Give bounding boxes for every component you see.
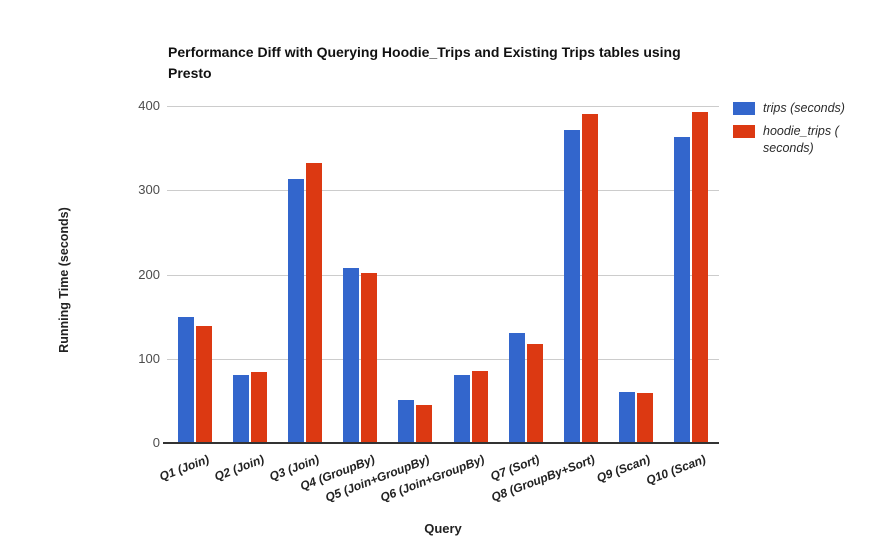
- legend-item-trips: trips (seconds): [733, 100, 883, 117]
- bar-hoodie_trips-q2: [250, 372, 267, 443]
- x-label-q9: Q9 (Scan): [594, 452, 653, 486]
- legend-item-hoodie_trips: hoodie_trips ( seconds): [733, 123, 883, 157]
- bar-trips-q7: [508, 332, 525, 443]
- plot-area: [163, 106, 719, 444]
- bar-hoodie_trips-q5: [416, 405, 433, 443]
- bar-group-q6: [443, 106, 498, 443]
- y-tick-300: 300: [138, 182, 160, 198]
- bar-trips-q2: [232, 374, 249, 443]
- legend-label: trips (seconds): [763, 101, 845, 115]
- bar-group-q7: [498, 106, 553, 443]
- legend-swatch-hoodie_trips: [733, 125, 755, 138]
- gridline-400: [167, 106, 719, 107]
- y-tick-400: 400: [138, 98, 160, 113]
- bar-group-q2: [222, 106, 277, 443]
- bars-container: [167, 106, 719, 443]
- bar-group-q3: [277, 106, 332, 443]
- bar-trips-q8: [564, 130, 581, 443]
- x-axis-line: [163, 442, 719, 444]
- bar-hoodie_trips-q10: [692, 111, 709, 443]
- chart-title: Performance Diff with Querying Hoodie_Tr…: [168, 44, 681, 81]
- bar-trips-q4: [343, 267, 360, 443]
- bar-group-q10: [664, 106, 719, 443]
- bar-trips-q6: [453, 374, 470, 443]
- bar-trips-q1: [177, 316, 194, 443]
- x-label-q1: Q1 (Join): [157, 452, 211, 484]
- x-label-q10: Q10 (Scan): [643, 452, 708, 488]
- bar-hoodie_trips-q8: [582, 114, 599, 443]
- bar-hoodie_trips-q3: [306, 163, 322, 443]
- bar-group-q9: [609, 106, 664, 443]
- x-label-q2: Q2 (Join): [212, 452, 266, 484]
- bar-trips-q9: [619, 392, 636, 443]
- bar-hoodie_trips-q4: [361, 272, 378, 443]
- gridline-100: [167, 358, 719, 360]
- bar-group-q8: [553, 106, 608, 443]
- legend-label: hoodie_trips ( seconds): [763, 124, 839, 155]
- bar-hoodie_trips-q6: [471, 371, 488, 443]
- bar-hoodie_trips-q1: [195, 325, 212, 443]
- bar-trips-q3: [288, 179, 304, 443]
- y-tick-200: 200: [138, 266, 160, 282]
- y-tick-100: 100: [138, 350, 160, 366]
- bar-hoodie_trips-q9: [637, 393, 654, 443]
- bar-trips-q10: [674, 137, 691, 443]
- gridline-300: [167, 190, 719, 192]
- bar-hoodie_trips-q7: [526, 344, 543, 443]
- legend-swatch-trips: [733, 102, 755, 115]
- y-tick-0: 0: [152, 435, 160, 450]
- x-axis-title: Query: [424, 521, 462, 536]
- bar-trips-q5: [398, 400, 415, 443]
- bar-group-q4: [333, 106, 388, 443]
- bar-group-q5: [388, 106, 443, 443]
- y-axis-title: Running Time (seconds): [57, 207, 71, 353]
- legend: trips (seconds) hoodie_trips ( seconds): [733, 100, 883, 163]
- bar-group-q1: [167, 106, 222, 443]
- gridline-200: [167, 274, 719, 276]
